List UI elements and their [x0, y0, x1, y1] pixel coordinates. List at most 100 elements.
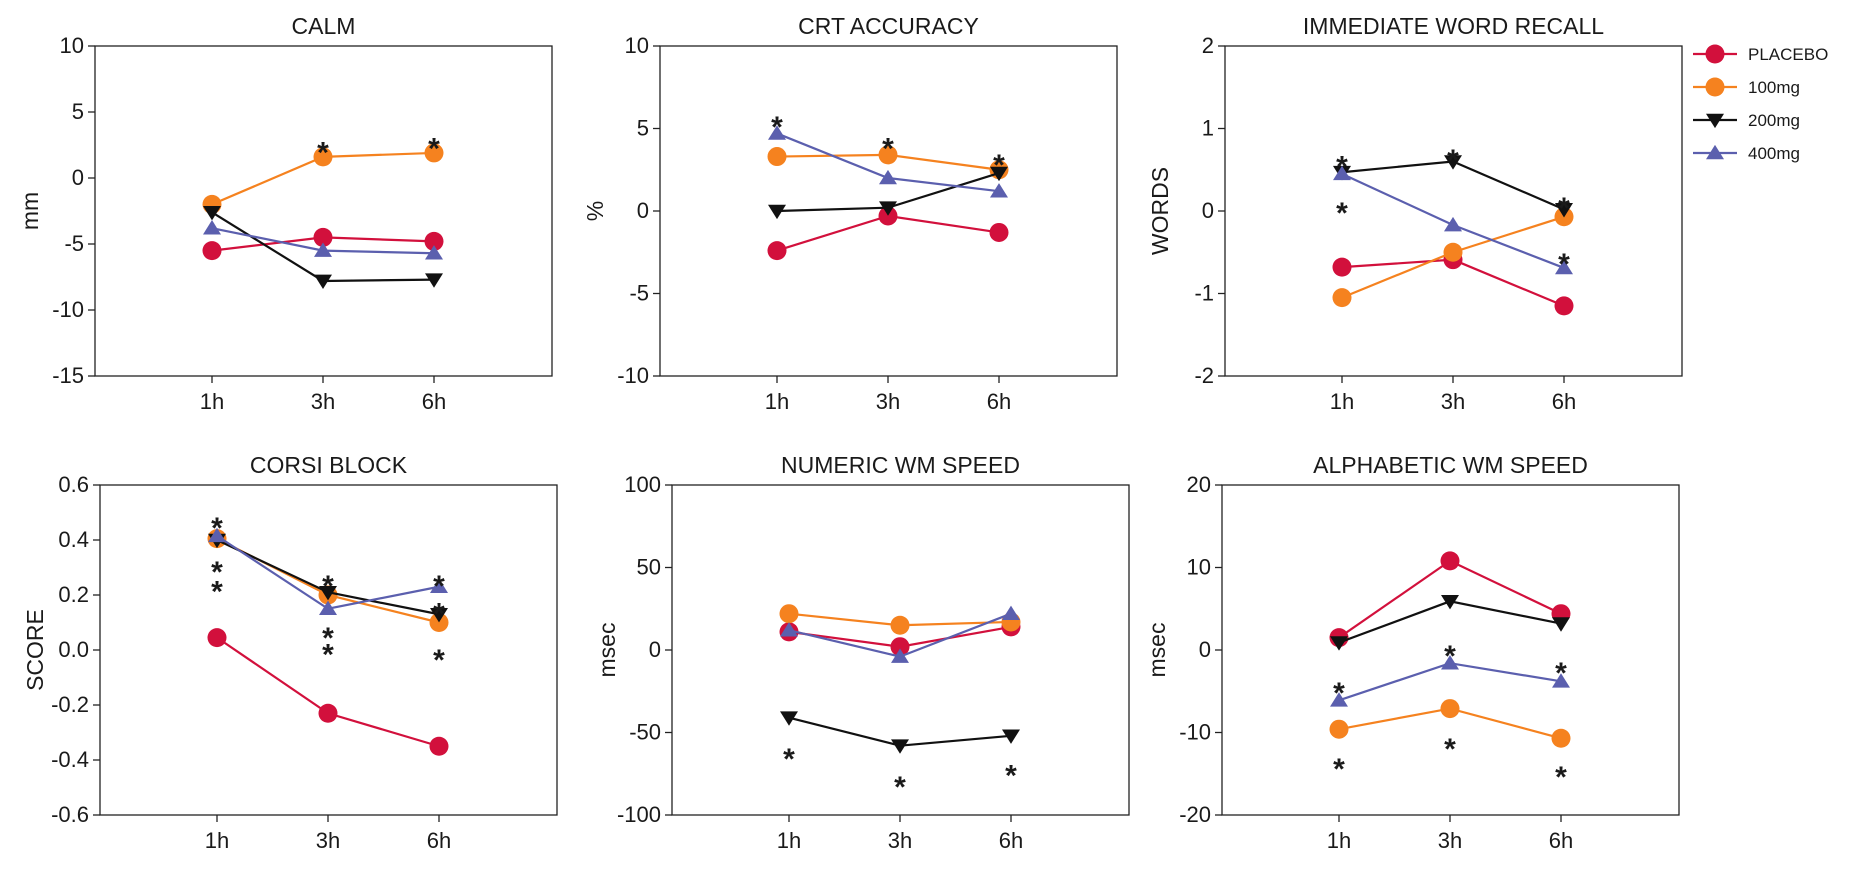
y-tick-label: 20	[1187, 472, 1211, 497]
chart-crt-accuracy: CRT ACCURACY% 10 5 0 -5 -10 1h 3h 6h * * *	[582, 13, 1118, 414]
significance-star: *	[1336, 151, 1348, 184]
plot-frame	[94, 45, 553, 377]
y-tick-label: 0	[72, 165, 84, 190]
significance-star: *	[433, 597, 445, 630]
y-axis-label: %	[582, 201, 608, 221]
series-400mg	[208, 527, 448, 616]
y-tick-label: -0.4	[51, 747, 89, 772]
x-tick-label: 1h	[1327, 828, 1351, 853]
y-tick-label: 0	[649, 637, 661, 662]
data-point	[313, 227, 333, 247]
data-point	[1552, 617, 1570, 632]
significance-star: *	[1555, 657, 1567, 690]
significance-star: *	[894, 771, 906, 804]
series-400mg	[1333, 165, 1573, 275]
x-tick-label: 1h	[200, 389, 224, 414]
significance-star: *	[1333, 677, 1345, 710]
y-tick-label: 0.6	[58, 472, 89, 497]
significance-star: *	[1005, 760, 1017, 793]
significance-star: *	[1447, 144, 1459, 177]
significance-star: *	[433, 570, 445, 603]
data-point	[319, 600, 337, 616]
data-point	[879, 169, 897, 185]
data-point	[429, 613, 449, 632]
x-tick-label: 3h	[1438, 828, 1462, 853]
legend-label: 200mg	[1748, 111, 1800, 130]
data-point	[203, 206, 221, 221]
data-point	[208, 527, 226, 543]
x-tick-label: 3h	[888, 828, 912, 853]
series-placebo	[207, 628, 449, 756]
data-point	[890, 637, 910, 657]
chart-calm: CALM mm 10 5 0 -5 -10 -15 1h 3h 6h * *	[17, 13, 553, 414]
y-tick-label: 0	[1202, 198, 1214, 223]
significance-star: *	[1444, 733, 1456, 766]
plot-frame	[1224, 45, 1683, 377]
data-point	[318, 703, 338, 723]
significance-star: *	[1558, 248, 1570, 281]
x-tick-label: 3h	[876, 389, 900, 414]
data-point	[1002, 605, 1020, 620]
legend-marker	[1706, 144, 1724, 160]
legend-item-placebo: PLACEBO	[1693, 44, 1828, 64]
x-tick-label: 3h	[1441, 389, 1465, 414]
series-100mg	[767, 145, 1009, 180]
y-tick-label: -50	[629, 720, 661, 745]
y-tick-label: 2	[1202, 33, 1214, 58]
y-tick-label: -2	[1194, 363, 1214, 388]
x-tick-label: 6h	[1552, 389, 1576, 414]
data-point	[767, 241, 787, 261]
significance-star: *	[1333, 753, 1345, 786]
chart-title: CORSI BLOCK	[250, 452, 408, 478]
data-point	[1443, 242, 1463, 262]
series-200mg	[780, 711, 1020, 754]
significance-star: *	[322, 570, 334, 603]
series-400mg	[780, 605, 1020, 663]
data-point	[879, 201, 897, 216]
chart-immediate-word-recall: IMMEDIATE WORD RECALL WORDS 2 1 0 -1 -2 1h 3h 6h *…	[1147, 13, 1683, 414]
y-tick-label: 0.4	[58, 527, 89, 552]
y-tick-label: 0.2	[58, 582, 89, 607]
series-placebo	[767, 206, 1009, 261]
significance-star: *	[783, 743, 795, 776]
y-tick-label: -0.6	[51, 802, 89, 827]
data-point	[1555, 259, 1573, 275]
data-point	[1552, 673, 1570, 688]
data-point	[1444, 155, 1462, 170]
data-point	[1554, 296, 1574, 316]
chart-numeric-wm-speed: NUMERIC WM SPEED msec 100 50 0 -50 -100 1h 3h 6h *…	[594, 452, 1130, 853]
legend-label: 400mg	[1748, 144, 1800, 163]
data-point	[430, 607, 448, 623]
data-point	[780, 622, 798, 637]
data-point	[429, 736, 449, 756]
y-tick-label: 0	[637, 198, 649, 223]
y-tick-label: 50	[637, 555, 661, 580]
data-point	[890, 615, 910, 635]
significance-star: *	[993, 149, 1005, 182]
data-point	[425, 245, 443, 260]
legend-item-200mg: 200mg	[1693, 111, 1800, 130]
significance-star: *	[1555, 761, 1567, 794]
y-tick-label: -10	[1179, 720, 1211, 745]
y-tick-label: -20	[1179, 802, 1211, 827]
data-point	[891, 648, 909, 663]
data-point	[878, 206, 898, 226]
data-point	[990, 166, 1008, 182]
data-point	[1441, 655, 1459, 670]
data-point	[1440, 699, 1460, 719]
chart-title: IMMEDIATE WORD RECALL	[1303, 13, 1604, 39]
data-point	[207, 628, 227, 648]
data-point	[1330, 636, 1348, 651]
legend-marker	[1705, 77, 1725, 97]
significance-star: *	[317, 136, 329, 169]
series-200mg	[768, 166, 1008, 220]
x-tick-label: 1h	[1330, 389, 1354, 414]
y-tick-label: 100	[624, 472, 661, 497]
significance-star: *	[211, 556, 223, 589]
x-tick-label: 1h	[777, 828, 801, 853]
chart-corsi-block: CORSI BLOCK SCORE 0.6 0.4 0.2 0.0 -0.2 -0.4 -0.6…	[22, 452, 558, 853]
series-100mg	[779, 604, 1021, 635]
significance-star: *	[1558, 192, 1570, 225]
significance-star: *	[211, 512, 223, 545]
data-point	[424, 231, 444, 251]
